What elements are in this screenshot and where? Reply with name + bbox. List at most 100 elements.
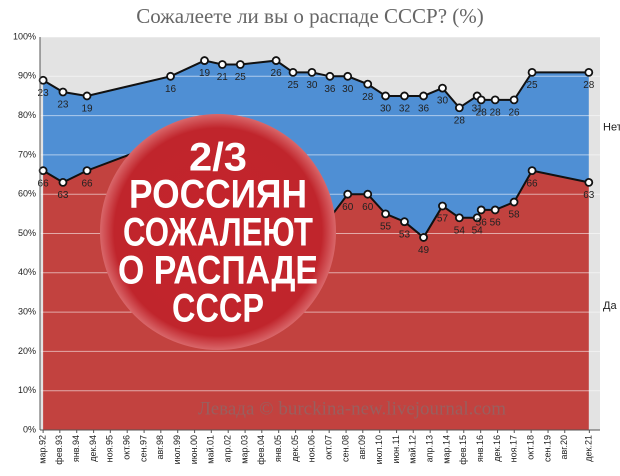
data-label: 30 [380, 104, 392, 115]
data-label: 56 [476, 218, 488, 229]
point [381, 91, 390, 101]
x-tick-label: авг.09 [357, 435, 367, 459]
x-tick-label: дек.21 [584, 435, 594, 462]
x-tick-label: мар.92 [37, 435, 47, 464]
x-tick-label: фев.04 [256, 435, 266, 465]
point [200, 56, 209, 65]
data-label: 23 [38, 88, 50, 99]
point [82, 166, 92, 176]
data-label: 36 [418, 104, 430, 115]
y-tick-label: 70% [18, 149, 36, 159]
x-tick-label: окт.96 [122, 435, 132, 460]
point [490, 205, 500, 215]
x-tick-label: мар.03 [239, 435, 249, 464]
x-tick-label: июн.00 [189, 435, 199, 464]
y-tick-label: 50% [18, 228, 36, 238]
x-tick-label: ноя.95 [105, 435, 115, 462]
x-tick-label: май.01 [206, 435, 216, 464]
x-tick-label: авг.98 [155, 435, 165, 459]
point [527, 67, 537, 77]
point [235, 60, 245, 69]
data-label: 25 [527, 80, 539, 91]
badge-text: СССР [172, 287, 264, 331]
data-label: 19 [81, 104, 93, 115]
point [58, 178, 68, 187]
data-label: 66 [38, 178, 50, 189]
data-label: 28 [362, 92, 374, 103]
data-label: 30 [342, 84, 354, 95]
y-tick-label: 80% [18, 110, 36, 120]
point [82, 91, 92, 101]
y-tick-label: 20% [18, 346, 36, 356]
data-label: 36 [324, 84, 336, 95]
data-label: 23 [57, 100, 69, 111]
x-tick-label: янв.05 [273, 435, 283, 462]
badge-text: РОССИЯН [129, 173, 307, 217]
data-label: 55 [380, 221, 392, 232]
point [400, 91, 409, 101]
y-tick-label: 40% [18, 267, 36, 277]
point [271, 56, 281, 65]
point [509, 197, 519, 207]
x-tick-label: окт.18 [526, 435, 536, 460]
data-label: 58 [509, 210, 521, 221]
data-label: 28 [454, 115, 466, 126]
data-label: 21 [217, 72, 229, 83]
data-label: 26 [509, 108, 521, 119]
x-tick-label: фев.15 [458, 435, 468, 465]
data-label: 16 [165, 84, 177, 95]
point [527, 166, 537, 176]
data-label: 30 [306, 80, 318, 91]
point [584, 178, 594, 187]
point [38, 166, 48, 176]
data-label: 30 [437, 96, 449, 107]
data-label: 28 [583, 80, 595, 91]
y-tick-label: 30% [18, 306, 36, 316]
data-label: 49 [418, 245, 430, 256]
point [438, 83, 447, 93]
point [438, 201, 447, 211]
data-label: 63 [583, 190, 595, 201]
area [43, 60, 589, 238]
point [381, 209, 390, 219]
data-label: 31 [472, 104, 484, 115]
data-label: 66 [81, 178, 93, 189]
point [58, 87, 68, 97]
x-tick-label: июн.11 [391, 435, 401, 464]
point [288, 67, 298, 77]
data-label: 25 [235, 72, 247, 83]
data-label: 57 [437, 214, 449, 225]
series-label: Да [603, 300, 617, 312]
x-tick-label: мар.14 [441, 435, 451, 464]
data-label: 28 [490, 108, 502, 119]
x-tick-label: дек.94 [88, 435, 98, 462]
x-tick-label: апр.13 [425, 435, 435, 462]
point [509, 95, 519, 105]
point [476, 205, 486, 215]
data-label: 60 [342, 202, 354, 213]
data-label: 25 [287, 80, 299, 91]
y-tick-label: 90% [18, 71, 36, 81]
x-tick-label: авг.20 [559, 435, 569, 459]
badge-text: О РАСПАДЕ [118, 249, 318, 293]
y-tick-label: 10% [18, 385, 36, 395]
badge-text: 2/3 [189, 136, 247, 180]
point [419, 233, 428, 242]
x-tick-label: ноя.06 [307, 435, 317, 462]
data-label: 66 [527, 178, 539, 189]
y-tick-label: 100% [13, 31, 36, 41]
x-tick-label: дек.05 [290, 435, 300, 462]
chart-title: Сожалеете ли вы о распаде СССР? (%) [136, 4, 484, 28]
point [363, 189, 373, 199]
x-tick-label: фев.93 [54, 435, 64, 465]
point [476, 95, 486, 105]
data-label: 54 [472, 225, 484, 236]
point [363, 79, 373, 89]
point [217, 60, 227, 69]
series-label: Нет [603, 121, 620, 133]
point [400, 217, 409, 227]
data-label: 19 [199, 68, 211, 79]
y-tick-label: 60% [18, 189, 36, 199]
x-tick-label: сен.08 [340, 435, 350, 462]
